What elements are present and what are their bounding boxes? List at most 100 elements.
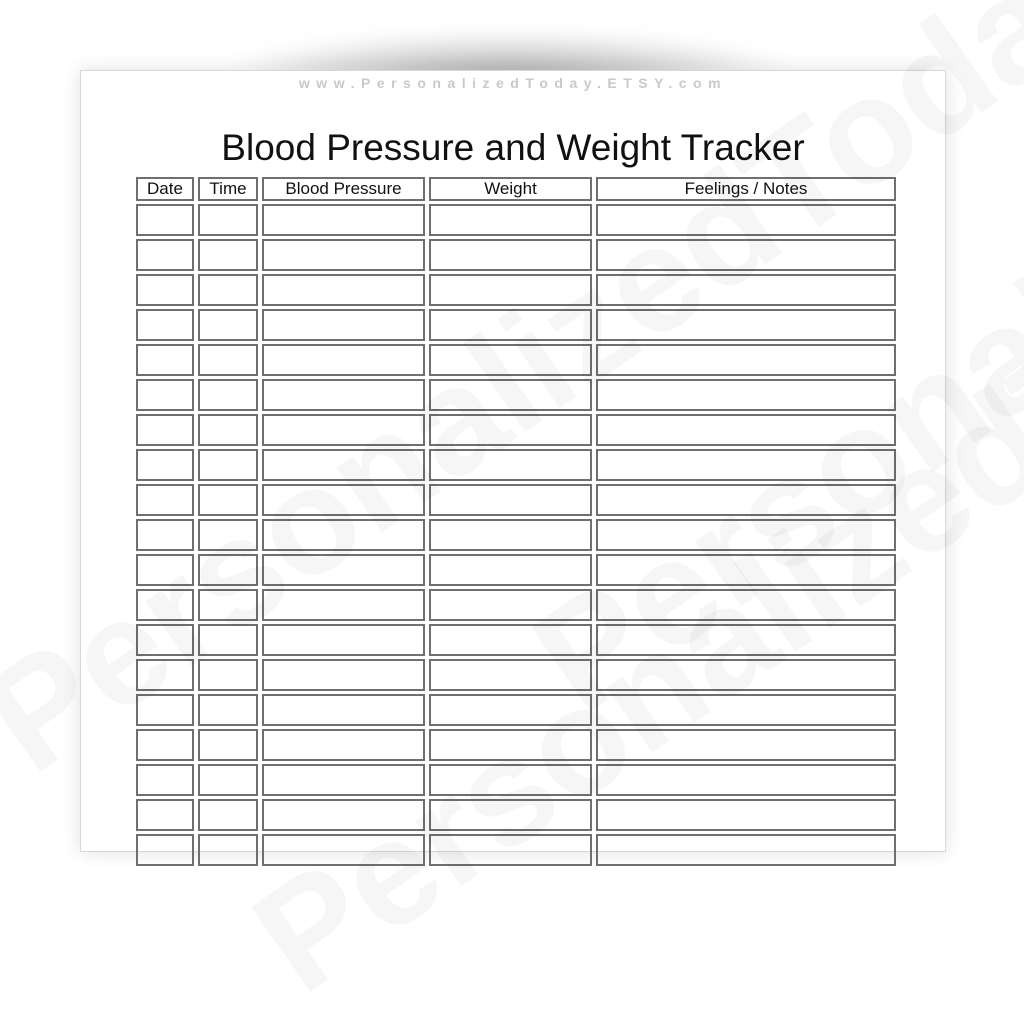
cell-blood-pressure[interactable] <box>262 799 425 831</box>
cell-notes[interactable] <box>596 484 896 516</box>
cell-time[interactable] <box>198 484 258 516</box>
cell-time[interactable] <box>198 414 258 446</box>
cell-notes[interactable] <box>596 309 896 341</box>
cell-weight[interactable] <box>429 729 592 761</box>
cell-date[interactable] <box>136 484 194 516</box>
cell-blood-pressure[interactable] <box>262 729 425 761</box>
cell-blood-pressure[interactable] <box>262 344 425 376</box>
cell-blood-pressure[interactable] <box>262 449 425 481</box>
cell-weight[interactable] <box>429 309 592 341</box>
cell-weight[interactable] <box>429 554 592 586</box>
cell-notes[interactable] <box>596 239 896 271</box>
cell-weight[interactable] <box>429 834 592 866</box>
cell-blood-pressure[interactable] <box>262 414 425 446</box>
cell-weight[interactable] <box>429 694 592 726</box>
cell-time[interactable] <box>198 309 258 341</box>
cell-blood-pressure[interactable] <box>262 694 425 726</box>
cell-notes[interactable] <box>596 519 896 551</box>
cell-blood-pressure[interactable] <box>262 274 425 306</box>
cell-notes[interactable] <box>596 449 896 481</box>
cell-notes[interactable] <box>596 274 896 306</box>
cell-time[interactable] <box>198 344 258 376</box>
cell-date[interactable] <box>136 204 194 236</box>
cell-date[interactable] <box>136 624 194 656</box>
cell-blood-pressure[interactable] <box>262 554 425 586</box>
cell-weight[interactable] <box>429 589 592 621</box>
cell-notes[interactable] <box>596 799 896 831</box>
cell-weight[interactable] <box>429 624 592 656</box>
cell-date[interactable] <box>136 239 194 271</box>
cell-weight[interactable] <box>429 799 592 831</box>
cell-notes[interactable] <box>596 729 896 761</box>
cell-notes[interactable] <box>596 589 896 621</box>
cell-time[interactable] <box>198 204 258 236</box>
cell-date[interactable] <box>136 799 194 831</box>
cell-time[interactable] <box>198 274 258 306</box>
cell-blood-pressure[interactable] <box>262 204 425 236</box>
cell-weight[interactable] <box>429 379 592 411</box>
table-row <box>136 694 896 726</box>
cell-blood-pressure[interactable] <box>262 624 425 656</box>
cell-time[interactable] <box>198 659 258 691</box>
cell-time[interactable] <box>198 624 258 656</box>
cell-weight[interactable] <box>429 519 592 551</box>
cell-blood-pressure[interactable] <box>262 834 425 866</box>
cell-date[interactable] <box>136 764 194 796</box>
cell-date[interactable] <box>136 694 194 726</box>
cell-notes[interactable] <box>596 414 896 446</box>
cell-time[interactable] <box>198 554 258 586</box>
cell-date[interactable] <box>136 414 194 446</box>
cell-date[interactable] <box>136 309 194 341</box>
cell-weight[interactable] <box>429 659 592 691</box>
cell-weight[interactable] <box>429 764 592 796</box>
cell-time[interactable] <box>198 729 258 761</box>
cell-blood-pressure[interactable] <box>262 519 425 551</box>
cell-date[interactable] <box>136 659 194 691</box>
cell-weight[interactable] <box>429 414 592 446</box>
cell-date[interactable] <box>136 449 194 481</box>
cell-time[interactable] <box>198 834 258 866</box>
col-weight: Weight <box>429 177 592 201</box>
cell-notes[interactable] <box>596 659 896 691</box>
cell-blood-pressure[interactable] <box>262 484 425 516</box>
cell-date[interactable] <box>136 379 194 411</box>
cell-time[interactable] <box>198 379 258 411</box>
table-row <box>136 379 896 411</box>
cell-date[interactable] <box>136 344 194 376</box>
cell-notes[interactable] <box>596 204 896 236</box>
cell-blood-pressure[interactable] <box>262 239 425 271</box>
cell-date[interactable] <box>136 834 194 866</box>
cell-blood-pressure[interactable] <box>262 659 425 691</box>
cell-weight[interactable] <box>429 204 592 236</box>
cell-blood-pressure[interactable] <box>262 309 425 341</box>
cell-notes[interactable] <box>596 764 896 796</box>
cell-notes[interactable] <box>596 834 896 866</box>
cell-notes[interactable] <box>596 344 896 376</box>
cell-weight[interactable] <box>429 484 592 516</box>
cell-time[interactable] <box>198 239 258 271</box>
cell-notes[interactable] <box>596 694 896 726</box>
cell-blood-pressure[interactable] <box>262 379 425 411</box>
cell-notes[interactable] <box>596 554 896 586</box>
cell-time[interactable] <box>198 589 258 621</box>
cell-notes[interactable] <box>596 379 896 411</box>
cell-date[interactable] <box>136 519 194 551</box>
cell-time[interactable] <box>198 519 258 551</box>
cell-weight[interactable] <box>429 274 592 306</box>
cell-time[interactable] <box>198 799 258 831</box>
cell-weight[interactable] <box>429 449 592 481</box>
cell-date[interactable] <box>136 274 194 306</box>
cell-date[interactable] <box>136 589 194 621</box>
cell-time[interactable] <box>198 449 258 481</box>
cell-blood-pressure[interactable] <box>262 764 425 796</box>
cell-notes[interactable] <box>596 624 896 656</box>
col-date: Date <box>136 177 194 201</box>
cell-time[interactable] <box>198 694 258 726</box>
cell-blood-pressure[interactable] <box>262 589 425 621</box>
cell-time[interactable] <box>198 764 258 796</box>
cell-weight[interactable] <box>429 344 592 376</box>
cell-date[interactable] <box>136 729 194 761</box>
table-row <box>136 484 896 516</box>
cell-date[interactable] <box>136 554 194 586</box>
cell-weight[interactable] <box>429 239 592 271</box>
